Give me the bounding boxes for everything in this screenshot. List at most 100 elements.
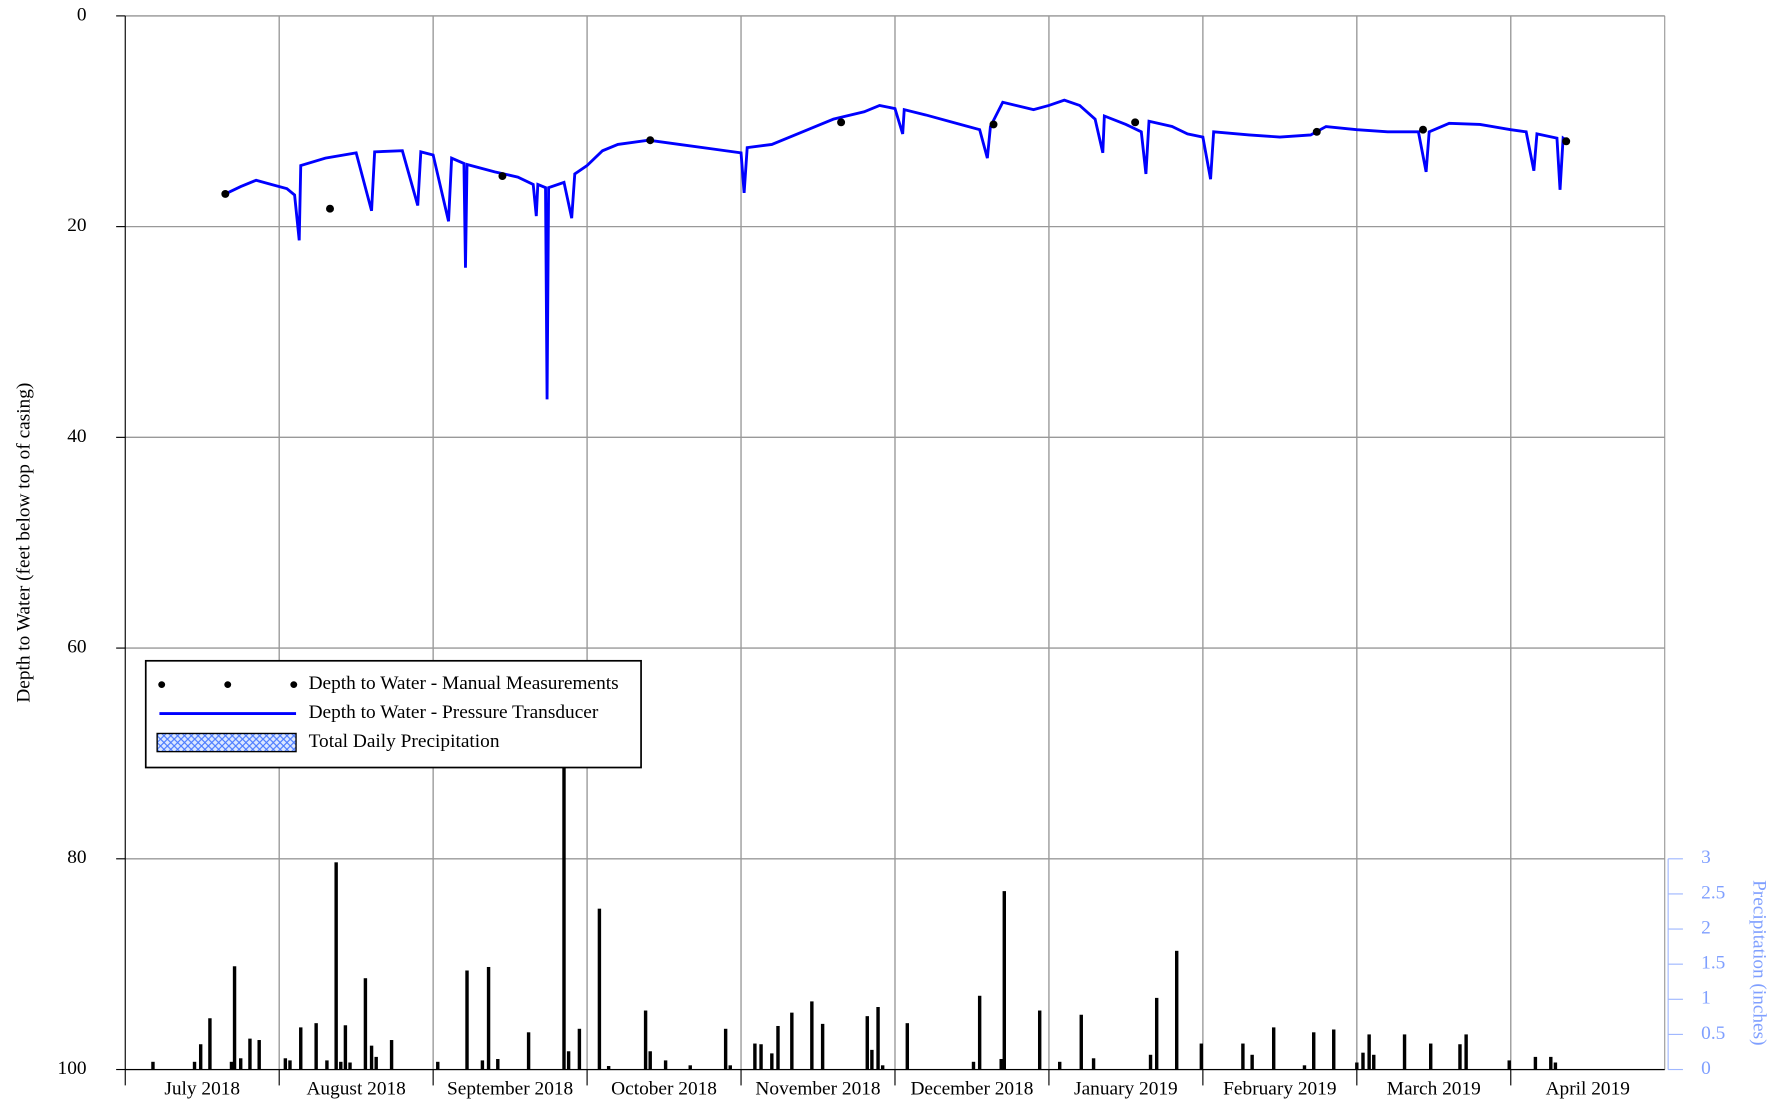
precipitation-bar <box>759 1044 763 1070</box>
precipitation-bar <box>776 1025 780 1070</box>
precipitation-bar <box>314 1023 318 1070</box>
precipitation-bar <box>343 1025 348 1070</box>
legend-marker <box>158 681 166 689</box>
y2-tick-label: 2 <box>1701 918 1711 939</box>
precipitation-bar <box>688 1065 692 1070</box>
measurement-point <box>1562 137 1571 146</box>
precipitation-bar <box>239 1058 243 1070</box>
precipitation-bar <box>1507 1060 1511 1070</box>
precipitation-bar <box>663 1060 668 1070</box>
precipitation-bar <box>480 1060 485 1070</box>
x-tick-label: November 2018 <box>755 1078 880 1099</box>
precipitation-bar <box>526 1032 531 1070</box>
precipitation-bar <box>248 1038 252 1070</box>
x-tick-label: August 2018 <box>306 1078 405 1099</box>
precipitation-bar <box>1355 1062 1359 1070</box>
precipitation-bar <box>1312 1032 1316 1070</box>
precipitation-bar <box>977 995 982 1070</box>
precipitation-bar <box>151 1061 155 1070</box>
precipitation-bar <box>566 1051 571 1070</box>
precipitation-bar <box>562 759 566 1070</box>
precipitation-bar <box>1367 1034 1371 1070</box>
x-tick-label: July 2018 <box>164 1078 240 1099</box>
y2-tick-label: 0.5 <box>1701 1023 1725 1044</box>
precipitation-bar <box>577 1028 582 1070</box>
legend-marker <box>224 681 232 689</box>
precipitation-bar <box>229 1061 234 1070</box>
precipitation-bar <box>283 1058 288 1070</box>
precipitation-bar <box>643 1010 648 1070</box>
y2-tick-label: 3 <box>1701 847 1711 868</box>
y-tick-label: 0 <box>77 4 87 25</box>
precipitation-bar <box>1250 1054 1254 1070</box>
x-tick-label: January 2019 <box>1074 1078 1178 1099</box>
precipitation-bar <box>363 978 368 1070</box>
measurement-point <box>1419 125 1428 134</box>
y2-tick-label: 2.5 <box>1701 882 1725 903</box>
y2-tick-label: 0 <box>1701 1058 1711 1079</box>
legend-label: Depth to Water - Manual Measurements <box>309 673 619 694</box>
precipitation-bar <box>389 1040 394 1070</box>
precipitation-bar <box>374 1056 378 1070</box>
precipitation-bar <box>790 1012 794 1070</box>
precipitation-bar <box>1079 1014 1083 1070</box>
legend-label: Depth to Water - Pressure Transducer <box>309 702 599 723</box>
precipitation-bar <box>348 1062 352 1070</box>
precipitation-bar <box>820 1023 825 1070</box>
precipitation-bar <box>208 1018 212 1070</box>
precipitation-bar <box>999 1058 1003 1070</box>
precipitation-bar <box>1058 1061 1062 1070</box>
precipitation-bar <box>1154 997 1159 1070</box>
x-tick-label: December 2018 <box>910 1078 1033 1099</box>
precipitation-bar <box>369 1045 374 1070</box>
precipitation-bar <box>1174 950 1179 1070</box>
precipitation-bar <box>436 1061 440 1070</box>
precipitation-bar <box>723 1028 728 1070</box>
legend-marker <box>290 681 298 689</box>
precipitation-bar <box>1372 1054 1376 1070</box>
precipitation-bar <box>753 1043 757 1070</box>
x-tick-label: September 2018 <box>447 1078 573 1099</box>
precipitation-bar <box>198 1044 203 1070</box>
precipitation-bar <box>1199 1043 1204 1070</box>
precipitation-bar <box>770 1053 774 1070</box>
transducer-line <box>224 98 1571 400</box>
y-tick-label: 20 <box>67 215 86 236</box>
precipitation-bar <box>465 970 469 1070</box>
precipitation-bar <box>1332 1029 1336 1070</box>
measurement-point <box>989 120 998 129</box>
precipitation-bar <box>192 1061 197 1070</box>
precipitation-bar <box>257 1040 261 1070</box>
precipitation-bar <box>1464 1034 1468 1070</box>
precipitation-bar <box>905 1023 910 1070</box>
measurement-point <box>837 118 846 127</box>
precipitation-bar <box>1037 1010 1042 1070</box>
precipitation-bar <box>1091 1058 1096 1070</box>
precipitation-bar <box>810 1001 814 1070</box>
measurement-point <box>1131 118 1140 127</box>
precipitation-bar <box>1361 1052 1365 1070</box>
y2-tick-label: 1.5 <box>1701 953 1725 974</box>
y-tick-label: 60 <box>67 637 86 658</box>
precipitation-bar <box>597 908 602 1070</box>
measurement-point <box>646 136 655 145</box>
precipitation-bar <box>606 1066 611 1070</box>
y2-tick-label: 1 <box>1701 988 1711 1009</box>
precipitation-bar <box>325 1060 329 1070</box>
precipitation-bar <box>299 1027 303 1070</box>
precipitation-bar <box>334 862 338 1070</box>
measurement-point <box>221 189 230 198</box>
precipitation-bar <box>1533 1056 1538 1070</box>
x-tick-label: October 2018 <box>611 1078 717 1099</box>
precipitation-bar <box>1458 1044 1462 1070</box>
precipitation-bar <box>870 1049 874 1070</box>
y2-axis-label: Precipitation (inches) <box>1749 880 1770 1045</box>
y-axis-label: Depth to Water (feet below top of casing… <box>13 383 34 703</box>
precipitation-bar <box>1241 1043 1245 1070</box>
legend-label: Total Daily Precipitation <box>309 731 500 752</box>
y-tick-label: 100 <box>58 1058 87 1079</box>
precipitation-bar <box>339 1061 343 1070</box>
precipitation-bar <box>1402 1034 1407 1070</box>
precipitation-bar <box>1429 1043 1433 1070</box>
precipitation-bar <box>1271 1027 1276 1070</box>
